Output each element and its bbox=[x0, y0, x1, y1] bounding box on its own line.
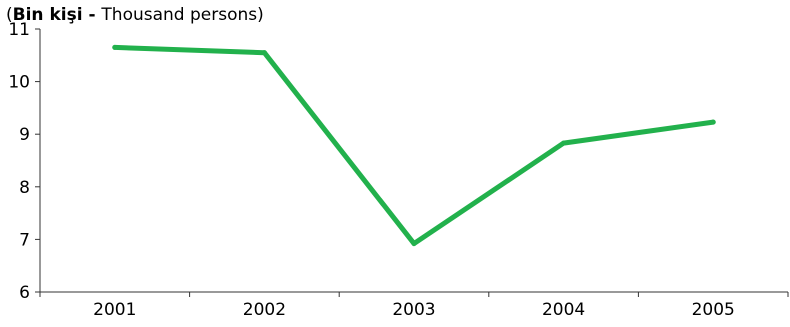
y-tick-label: 10 bbox=[8, 73, 30, 93]
x-tick-label: 2004 bbox=[542, 300, 585, 320]
unit-label-open: ( bbox=[6, 5, 13, 25]
series-layer bbox=[112, 44, 716, 247]
y-tick-label: 7 bbox=[19, 230, 30, 250]
data-point bbox=[112, 44, 118, 50]
unit-label-normal: Thousand persons) bbox=[101, 5, 264, 25]
data-point bbox=[710, 119, 716, 125]
y-tick-label: 6 bbox=[19, 283, 30, 303]
y-tick-label: 9 bbox=[19, 125, 30, 145]
x-tick-label: 2005 bbox=[692, 300, 735, 320]
x-tick-label: 2002 bbox=[243, 300, 286, 320]
unit-label-bold: Bin kişi - bbox=[12, 5, 102, 25]
y-tick-label: 8 bbox=[19, 178, 30, 198]
series-line bbox=[112, 44, 716, 247]
unit-label: (Bin kişi - Thousand persons) bbox=[6, 5, 264, 25]
x-tick-label: 2001 bbox=[93, 300, 136, 320]
axes bbox=[39, 29, 788, 293]
ticks: 6 7 8 9 10 11 2001 2002 2003 2004 2005 bbox=[8, 20, 789, 320]
data-point bbox=[411, 241, 417, 247]
x-tick-label: 2003 bbox=[392, 300, 435, 320]
y-tick-label: 11 bbox=[8, 20, 30, 40]
data-point bbox=[261, 50, 267, 56]
data-point bbox=[561, 140, 567, 146]
